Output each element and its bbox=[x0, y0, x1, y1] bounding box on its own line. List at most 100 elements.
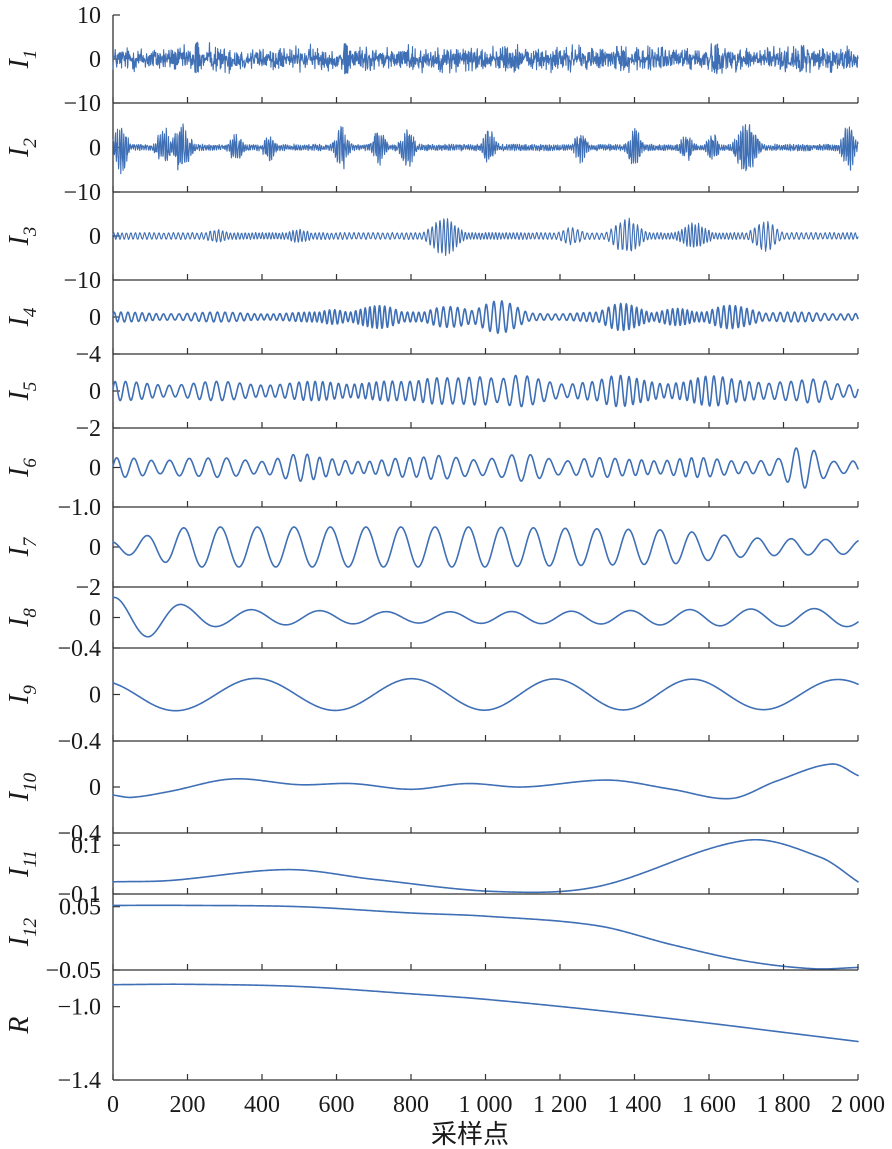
panel-label: I10 bbox=[4, 772, 41, 802]
y-tick-label: −10 bbox=[63, 268, 101, 294]
x-tick-label: 1 200 bbox=[533, 1092, 587, 1118]
series-line-2 bbox=[112, 123, 859, 175]
panel-label: R bbox=[4, 1016, 35, 1034]
y-tick-label: 0 bbox=[89, 775, 101, 801]
y-tick-label: −2 bbox=[75, 575, 101, 601]
y-tick-label: 0 bbox=[89, 136, 101, 162]
panel-label: I11 bbox=[4, 850, 41, 878]
panel-label-subscript: 9 bbox=[20, 685, 41, 695]
panel-label: I5 bbox=[4, 382, 41, 402]
panel-5: 0 −2 I5 bbox=[4, 354, 859, 442]
panel-label-name: I bbox=[4, 466, 35, 478]
panel-13: −1.0 −1.4 R bbox=[4, 970, 859, 1094]
series-line-3 bbox=[112, 217, 859, 256]
y-tick-label: 10 bbox=[77, 3, 101, 29]
y-tick-label: −1.0 bbox=[57, 495, 101, 521]
y-tick-label: −0.4 bbox=[57, 729, 101, 755]
panel-label-name: I bbox=[4, 57, 35, 69]
panel-label-subscript: 10 bbox=[20, 772, 41, 792]
panel-label-subscript: 12 bbox=[20, 917, 41, 937]
panel-label-name: I bbox=[4, 146, 35, 158]
y-tick-label: −0.1 bbox=[57, 882, 101, 908]
panel-10: 0 −0.4 I10 bbox=[4, 741, 859, 847]
panel-2: 0 −10 I2 bbox=[4, 103, 859, 206]
panel-label: I3 bbox=[4, 227, 41, 247]
panel-label: I6 bbox=[4, 458, 41, 478]
panel-label: I2 bbox=[4, 138, 41, 158]
x-axis: 0 200 400 600 800 1 000 1 200 1 400 1 600 1 800 2 … bbox=[107, 1092, 885, 1118]
panel-label: I12 bbox=[4, 917, 41, 947]
series-line-4 bbox=[112, 300, 859, 335]
series-line-1 bbox=[112, 41, 859, 75]
x-tick-label: 0 bbox=[107, 1092, 119, 1118]
y-tick-label: 0 bbox=[89, 606, 101, 632]
y-tick-label: −0.05 bbox=[45, 958, 101, 984]
panel-label: I7 bbox=[4, 536, 41, 557]
x-tick-label: 2 000 bbox=[831, 1092, 885, 1118]
x-tick-label: 200 bbox=[170, 1092, 206, 1118]
series-line-12 bbox=[112, 904, 859, 970]
panel-label-subscript: 6 bbox=[20, 458, 41, 468]
series-line-9 bbox=[112, 677, 859, 712]
panel-label-name: I bbox=[4, 234, 35, 246]
y-tick-label: 0 bbox=[89, 379, 101, 405]
panel-label-name: I bbox=[4, 693, 35, 705]
y-tick-label: −4 bbox=[75, 342, 101, 368]
panel-8: 0 −0.4 I8 bbox=[4, 587, 859, 662]
x-tick-label: 400 bbox=[244, 1092, 280, 1118]
panel-label-subscript: 4 bbox=[20, 307, 41, 317]
x-tick-label: 1 800 bbox=[757, 1092, 811, 1118]
panel-label-name: I bbox=[4, 935, 35, 947]
panel-label-name: I bbox=[4, 545, 35, 557]
panel-label-name: I bbox=[4, 866, 35, 878]
panel-label-subscript: 3 bbox=[20, 227, 41, 238]
panel-label: I4 bbox=[4, 307, 41, 327]
y-tick-label: 0 bbox=[89, 224, 101, 250]
y-tick-label: 0 bbox=[89, 305, 101, 331]
y-tick-label: −1.4 bbox=[57, 1068, 101, 1094]
panel-6: 0 −1.0 I6 bbox=[4, 428, 859, 521]
series-line-5 bbox=[112, 374, 859, 408]
series-line-10 bbox=[112, 763, 859, 800]
panel-label: I8 bbox=[4, 608, 41, 628]
panel-label-subscript: 8 bbox=[20, 608, 41, 618]
y-tick-label: 0.1 bbox=[71, 833, 101, 859]
series-line-7 bbox=[112, 526, 859, 568]
y-tick-label: 0 bbox=[89, 456, 101, 482]
x-tick-label: 1 400 bbox=[608, 1092, 662, 1118]
panel-label: I1 bbox=[4, 50, 41, 70]
y-tick-label: −0.4 bbox=[57, 821, 101, 847]
panel-11: 0.1 −0.1 I11 bbox=[4, 833, 859, 908]
y-tick-label: −1.0 bbox=[57, 995, 101, 1021]
panel-1: 10 0 −10 I1 bbox=[4, 3, 859, 117]
x-tick-label: 600 bbox=[319, 1092, 355, 1118]
panel-7: 0 −2 I7 bbox=[4, 507, 859, 601]
panel-label-name: I bbox=[4, 315, 35, 327]
series-line-13 bbox=[112, 983, 859, 1043]
x-axis-title: 采样点 bbox=[431, 1120, 509, 1149]
x-tick-label: 1 600 bbox=[682, 1092, 736, 1118]
panel-label-name: I bbox=[4, 389, 35, 401]
series-line-11 bbox=[112, 838, 859, 894]
panel-4: 0 −4 I4 bbox=[4, 280, 859, 368]
x-tick-label: 1 000 bbox=[459, 1092, 513, 1118]
y-tick-label: 0 bbox=[89, 683, 101, 709]
panel-label-subscript: 11 bbox=[20, 850, 41, 868]
panel-label-subscript: 2 bbox=[20, 138, 41, 148]
y-tick-label: −10 bbox=[63, 180, 101, 206]
panels-layer: 100−10I10−10I20−10I30−4I40−2I50−1.0I60−2… bbox=[4, 3, 859, 1094]
series-line-6 bbox=[112, 447, 859, 489]
panel-label-name: I bbox=[4, 790, 35, 802]
panel-label: I9 bbox=[4, 685, 41, 705]
panel-label-subscript: 1 bbox=[20, 50, 41, 60]
y-tick-label: −0.4 bbox=[57, 636, 101, 662]
y-tick-label: −2 bbox=[75, 416, 101, 442]
panel-9: 0 −0.4 I9 bbox=[4, 648, 859, 755]
panel-3: 0 −10 I3 bbox=[4, 192, 859, 294]
panel-label-name: I bbox=[4, 616, 35, 628]
y-tick-label: 0 bbox=[89, 535, 101, 561]
y-tick-label: −10 bbox=[63, 91, 101, 117]
panel-label-subscript: 7 bbox=[20, 536, 41, 547]
